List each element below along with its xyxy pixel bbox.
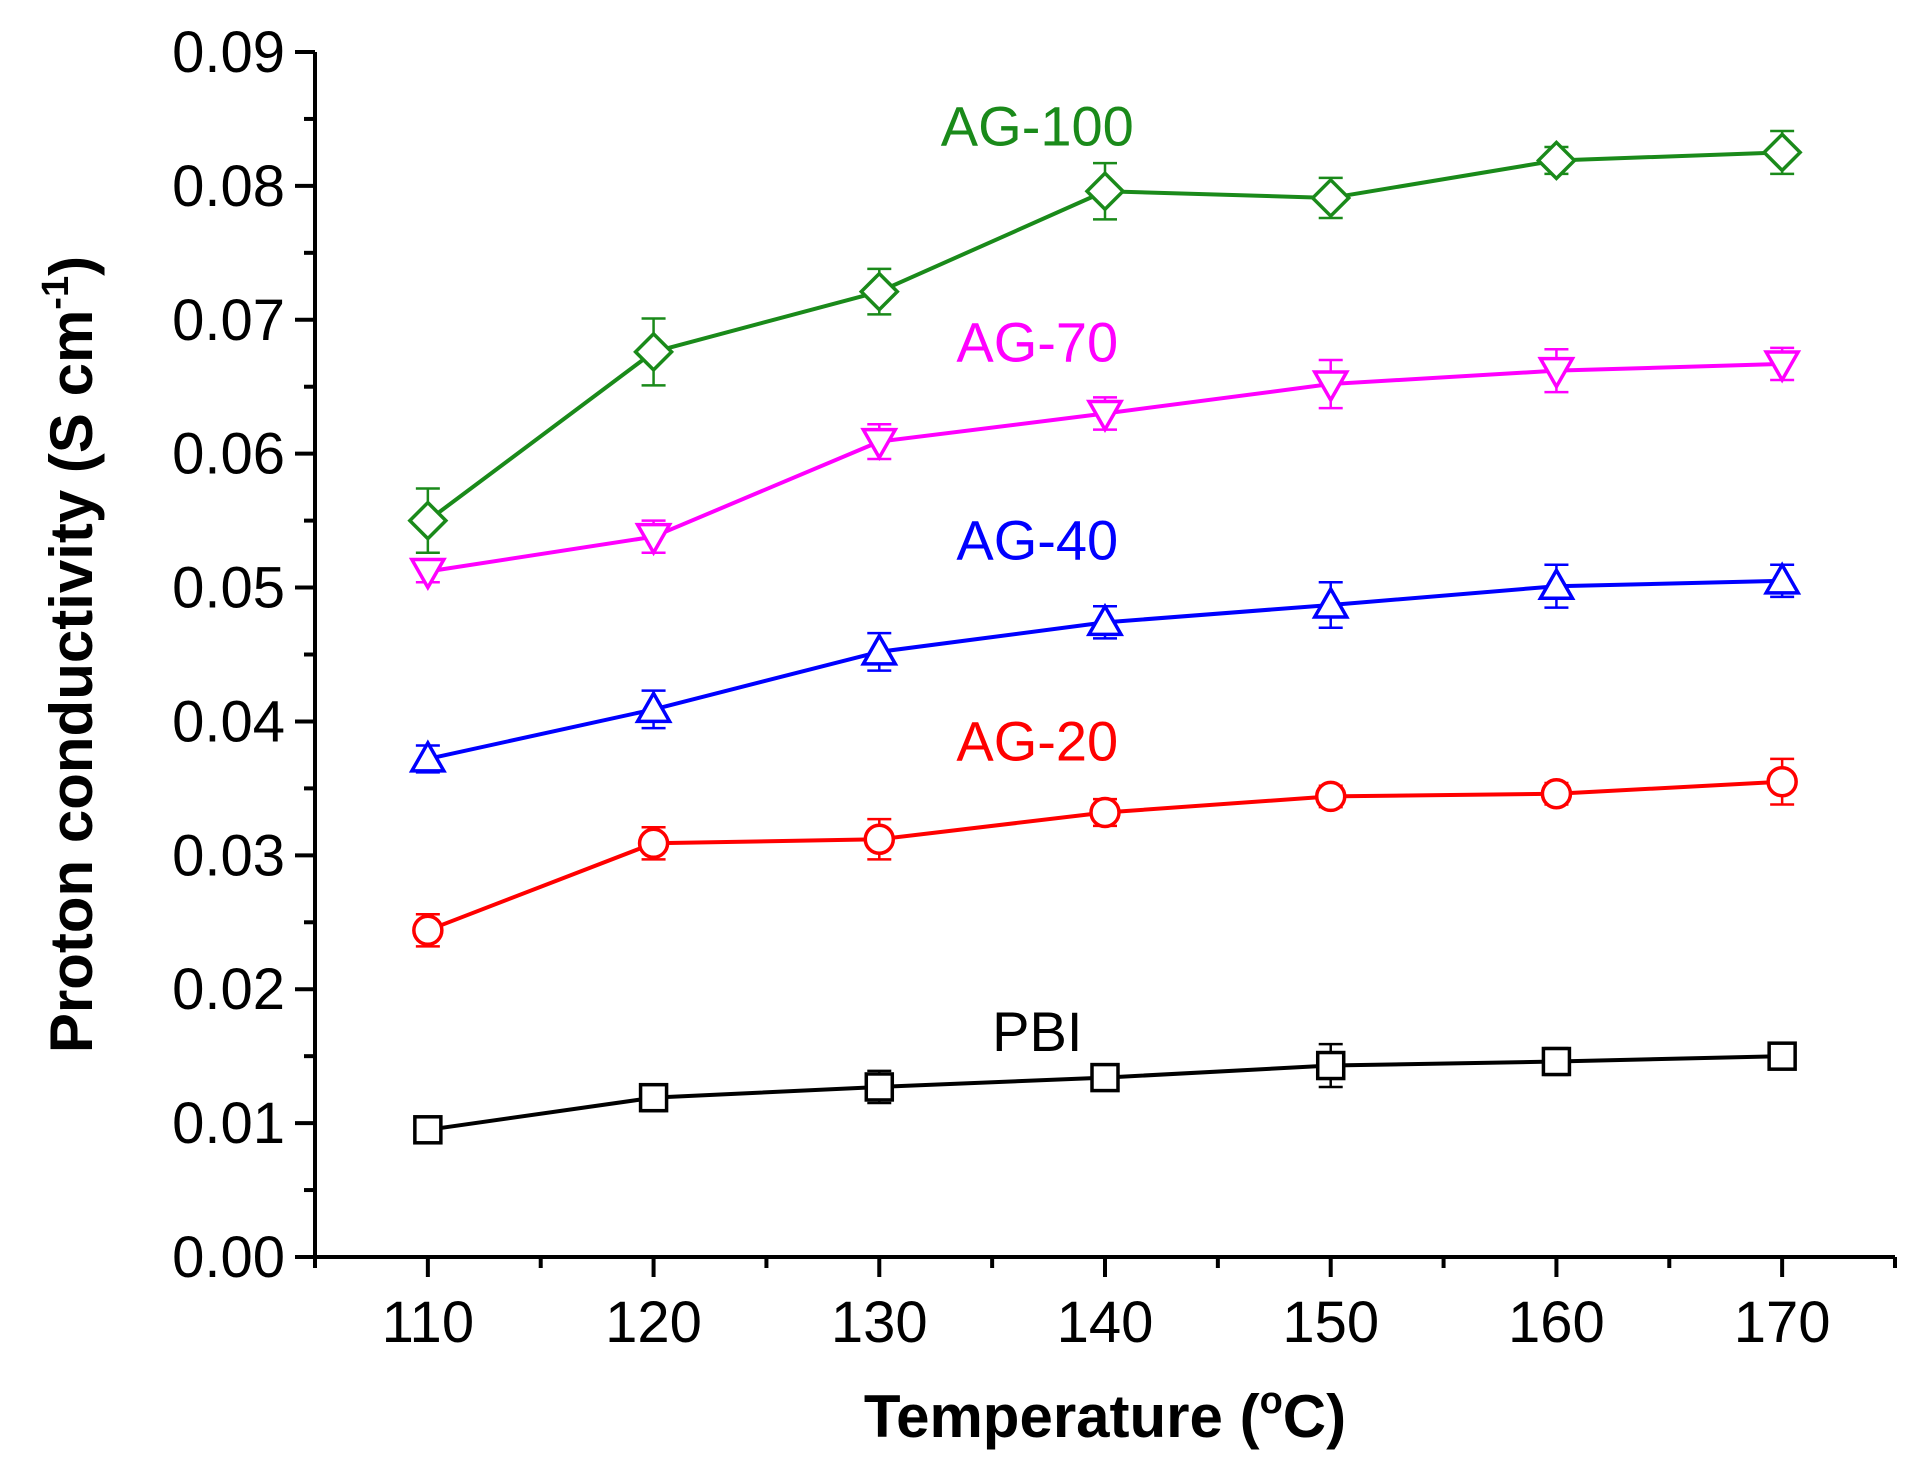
data-point-triangle-down — [408, 557, 447, 592]
data-point-triangle-up — [408, 739, 447, 773]
series-label-ag-20: AG-20 — [956, 709, 1118, 772]
y-tick-label: 0.06 — [172, 422, 285, 487]
series-ag-100 — [407, 129, 1803, 554]
series-ag-70 — [408, 346, 1802, 592]
data-point-diamond — [1535, 139, 1577, 181]
data-point-diamond — [407, 500, 449, 542]
data-point-circle — [1314, 780, 1347, 813]
data-point-diamond — [1761, 131, 1803, 173]
y-tick-label: 0.04 — [172, 689, 285, 754]
y-tick-label: 0.00 — [172, 1225, 285, 1290]
data-point-triangle-down — [860, 427, 899, 462]
series-ag-40 — [408, 561, 1802, 774]
x-tick-label: 110 — [382, 1290, 474, 1355]
series-labels-layer: PBI AG-20 AG-40 AG-70 AG-100 — [941, 95, 1134, 1063]
y-tick-label: 0.05 — [172, 556, 285, 621]
data-point-circle — [1540, 777, 1573, 810]
y-tick-label: 0.09 — [172, 20, 285, 85]
x-tick-label: 130 — [831, 1290, 928, 1355]
data-point-triangle-up — [1085, 602, 1125, 637]
data-point-diamond — [633, 331, 675, 373]
series-pbi — [413, 1041, 1797, 1145]
data-point-circle — [412, 914, 444, 947]
ticks-layer: 0.00 0.01 0.02 0.03 0.04 0.05 0.06 0.07 0.08 0.09… — [172, 20, 1897, 1355]
x-tick-label: 160 — [1508, 1290, 1605, 1355]
y-tick-label: 0.03 — [172, 823, 285, 888]
x-tick-label: 120 — [605, 1290, 702, 1355]
data-point-diamond — [1310, 177, 1352, 219]
data-point-triangle-up — [860, 632, 899, 666]
data-point-square — [1767, 1041, 1797, 1071]
data-point-circle — [863, 823, 896, 856]
data-point-circle — [637, 827, 670, 860]
data-point-triangle-down — [1085, 399, 1125, 434]
series-label-ag-100: AG-100 — [941, 95, 1134, 158]
series-label-pbi: PBI — [992, 1000, 1082, 1063]
data-point-triangle-up — [1763, 561, 1802, 595]
data-point-triangle-down — [1763, 350, 1802, 384]
data-point-triangle-down — [634, 522, 673, 557]
data-point-triangle-down — [1537, 356, 1576, 391]
data-point-triangle-up — [1537, 566, 1576, 600]
data-point-square — [638, 1082, 669, 1113]
data-point-square — [413, 1115, 443, 1145]
x-axis-title: Temperature (oC) — [864, 1380, 1346, 1450]
series-label-ag-40: AG-40 — [956, 508, 1118, 571]
y-tick-label: 0.02 — [172, 957, 285, 1022]
data-point-square — [1090, 1062, 1120, 1093]
y-tick-label: 0.01 — [172, 1091, 285, 1156]
series-layer — [407, 129, 1803, 1145]
data-point-triangle-up — [1311, 585, 1350, 619]
data-point-triangle-up — [634, 689, 673, 724]
x-tick-label: 140 — [1057, 1290, 1154, 1355]
data-point-diamond — [858, 271, 900, 313]
data-point-triangle-down — [1311, 370, 1350, 404]
x-tick-label: 170 — [1734, 1290, 1831, 1355]
data-point-diamond — [1084, 170, 1126, 212]
data-point-square — [1315, 1050, 1346, 1081]
x-tick-label: 150 — [1282, 1290, 1379, 1355]
y-tick-label: 0.07 — [172, 288, 285, 353]
data-point-circle — [1766, 765, 1798, 798]
series-ag-20 — [412, 757, 1798, 948]
data-point-circle — [1089, 796, 1121, 829]
series-label-ag-70: AG-70 — [956, 310, 1118, 373]
y-tick-label: 0.08 — [172, 154, 285, 219]
data-point-square — [1541, 1046, 1572, 1077]
y-axis-title: Proton conductivity (S cm-1) — [35, 256, 105, 1053]
data-point-square — [864, 1072, 895, 1102]
